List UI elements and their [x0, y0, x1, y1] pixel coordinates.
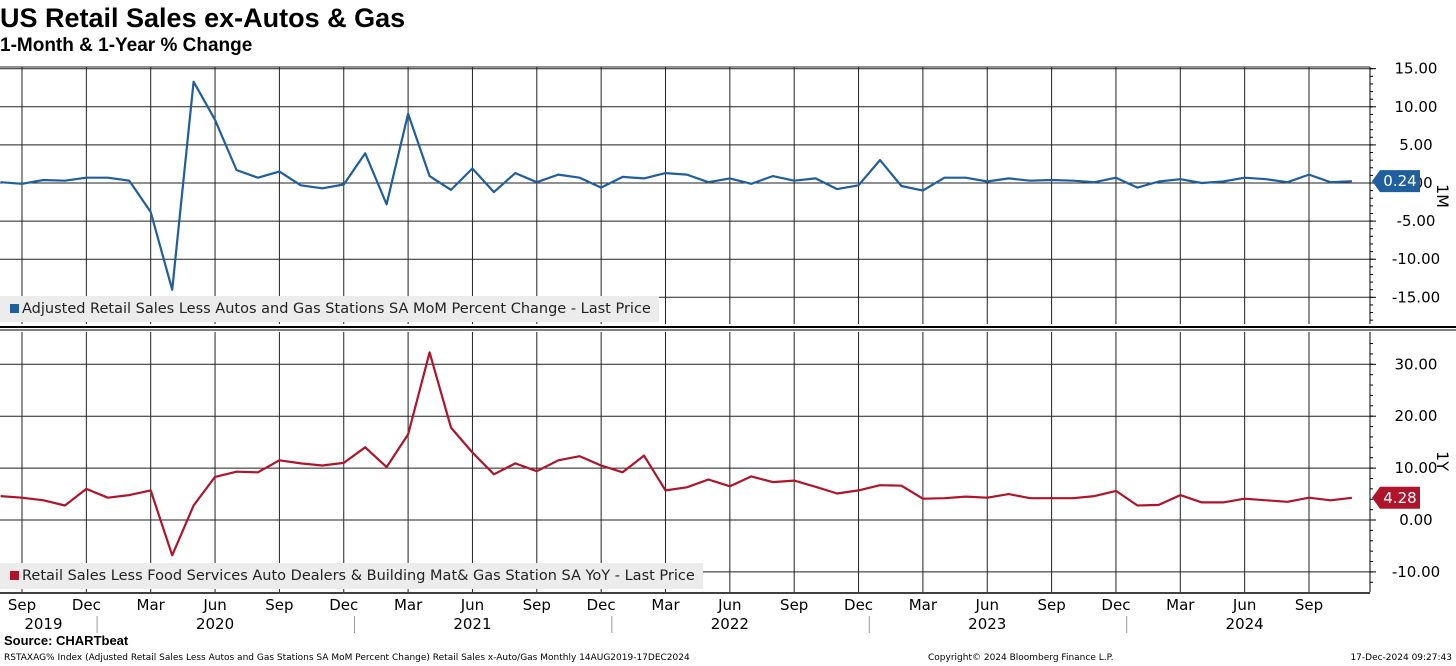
- last-value-badge-yoy: 4.28: [1372, 486, 1420, 509]
- axis-layer: [0, 66, 1456, 633]
- footer-description: RSTAXAG% Index (Adjusted Retail Sales Le…: [4, 653, 690, 663]
- last-value-badge-bg: [1372, 486, 1420, 509]
- y-tick-label: 5.00: [1399, 136, 1432, 154]
- chart-subtitle: 1-Month & 1-Year % Change: [0, 35, 253, 56]
- y-tick-label: 10.00: [1395, 459, 1438, 477]
- source-note: Source: CHARTbeat: [4, 633, 129, 648]
- x-tick-label: Mar: [394, 596, 423, 614]
- last-value-text: 0.24: [1383, 172, 1416, 190]
- x-tick-label: Jun: [460, 596, 484, 614]
- y-tick-label: 0.00: [1399, 511, 1432, 529]
- x-tick-label: Sep: [1037, 596, 1065, 614]
- x-year-label: 2023: [968, 615, 1006, 633]
- y-tick-label: 30.00: [1395, 355, 1438, 373]
- legend-mom-swatch: [10, 304, 19, 313]
- x-tick-label: Mar: [1166, 596, 1195, 614]
- legend-yoy-label: Retail Sales Less Food Services Auto Dea…: [22, 568, 695, 584]
- panel-label: 1Y: [1433, 451, 1452, 471]
- x-year-label: 2020: [196, 615, 234, 633]
- x-tick-label: Jun: [1232, 596, 1256, 614]
- x-year-label: 2024: [1226, 615, 1264, 633]
- x-tick-label: Sep: [8, 596, 36, 614]
- legend-yoy: Retail Sales Less Food Services Auto Dea…: [0, 563, 703, 589]
- last-value-badge-bg: [1372, 170, 1420, 193]
- legend-mom: Adjusted Retail Sales Less Autos and Gas…: [0, 296, 659, 322]
- x-tick-label: Sep: [1295, 596, 1323, 614]
- legend-yoy-swatch: [10, 571, 19, 580]
- x-tick-label: Jun: [717, 596, 741, 614]
- x-tick-label: Mar: [651, 596, 680, 614]
- series-line-mom: [0, 80, 1352, 291]
- series-layer: [0, 80, 1353, 557]
- y-tick-label: -10.00: [1392, 563, 1440, 581]
- footer-copyright: Copyright© 2024 Bloomberg Finance L.P.: [928, 653, 1114, 663]
- x-tick-label: Dec: [844, 596, 873, 614]
- x-year-label: 2021: [453, 615, 491, 633]
- x-tick-label: Mar: [137, 596, 166, 614]
- x-tick-label: Sep: [780, 596, 808, 614]
- chart-title: US Retail Sales ex-Autos & Gas: [0, 3, 406, 33]
- y-tick-label: -15.00: [1392, 288, 1440, 306]
- y-tick-label: 15.00: [1395, 60, 1438, 78]
- y-tick-label: 10.00: [1395, 98, 1438, 116]
- last-value-text: 4.28: [1383, 489, 1416, 507]
- x-tick-label: Jun: [975, 596, 999, 614]
- footer-timestamp: 17-Dec-2024 09:27:43: [1350, 653, 1452, 663]
- panel-label: 1M: [1433, 184, 1452, 208]
- x-tick-label: Dec: [329, 596, 358, 614]
- y-tick-label: 20.00: [1395, 407, 1438, 425]
- x-tick-label: Jun: [202, 596, 226, 614]
- x-year-label: 2019: [24, 615, 62, 633]
- label-layer: Sep Dec Mar Jun Sep Dec Mar Jun Sep Dec Mar Jun Sep D…: [8, 60, 1452, 633]
- y-tick-label: -10.00: [1392, 250, 1440, 268]
- series-line-yoy: [0, 351, 1353, 557]
- x-tick-label: Dec: [587, 596, 616, 614]
- grid-layer: [0, 67, 1370, 592]
- legend-mom-label: Adjusted Retail Sales Less Autos and Gas…: [22, 301, 651, 317]
- x-year-label: 2022: [711, 615, 749, 633]
- x-tick-label: Mar: [909, 596, 938, 614]
- x-tick-label: Sep: [523, 596, 551, 614]
- x-tick-label: Dec: [72, 596, 101, 614]
- y-tick-label: -5.00: [1397, 212, 1436, 230]
- last-value-badge-mom: 0.24: [1372, 170, 1420, 193]
- x-tick-label: Sep: [265, 596, 293, 614]
- x-tick-label: Dec: [1101, 596, 1130, 614]
